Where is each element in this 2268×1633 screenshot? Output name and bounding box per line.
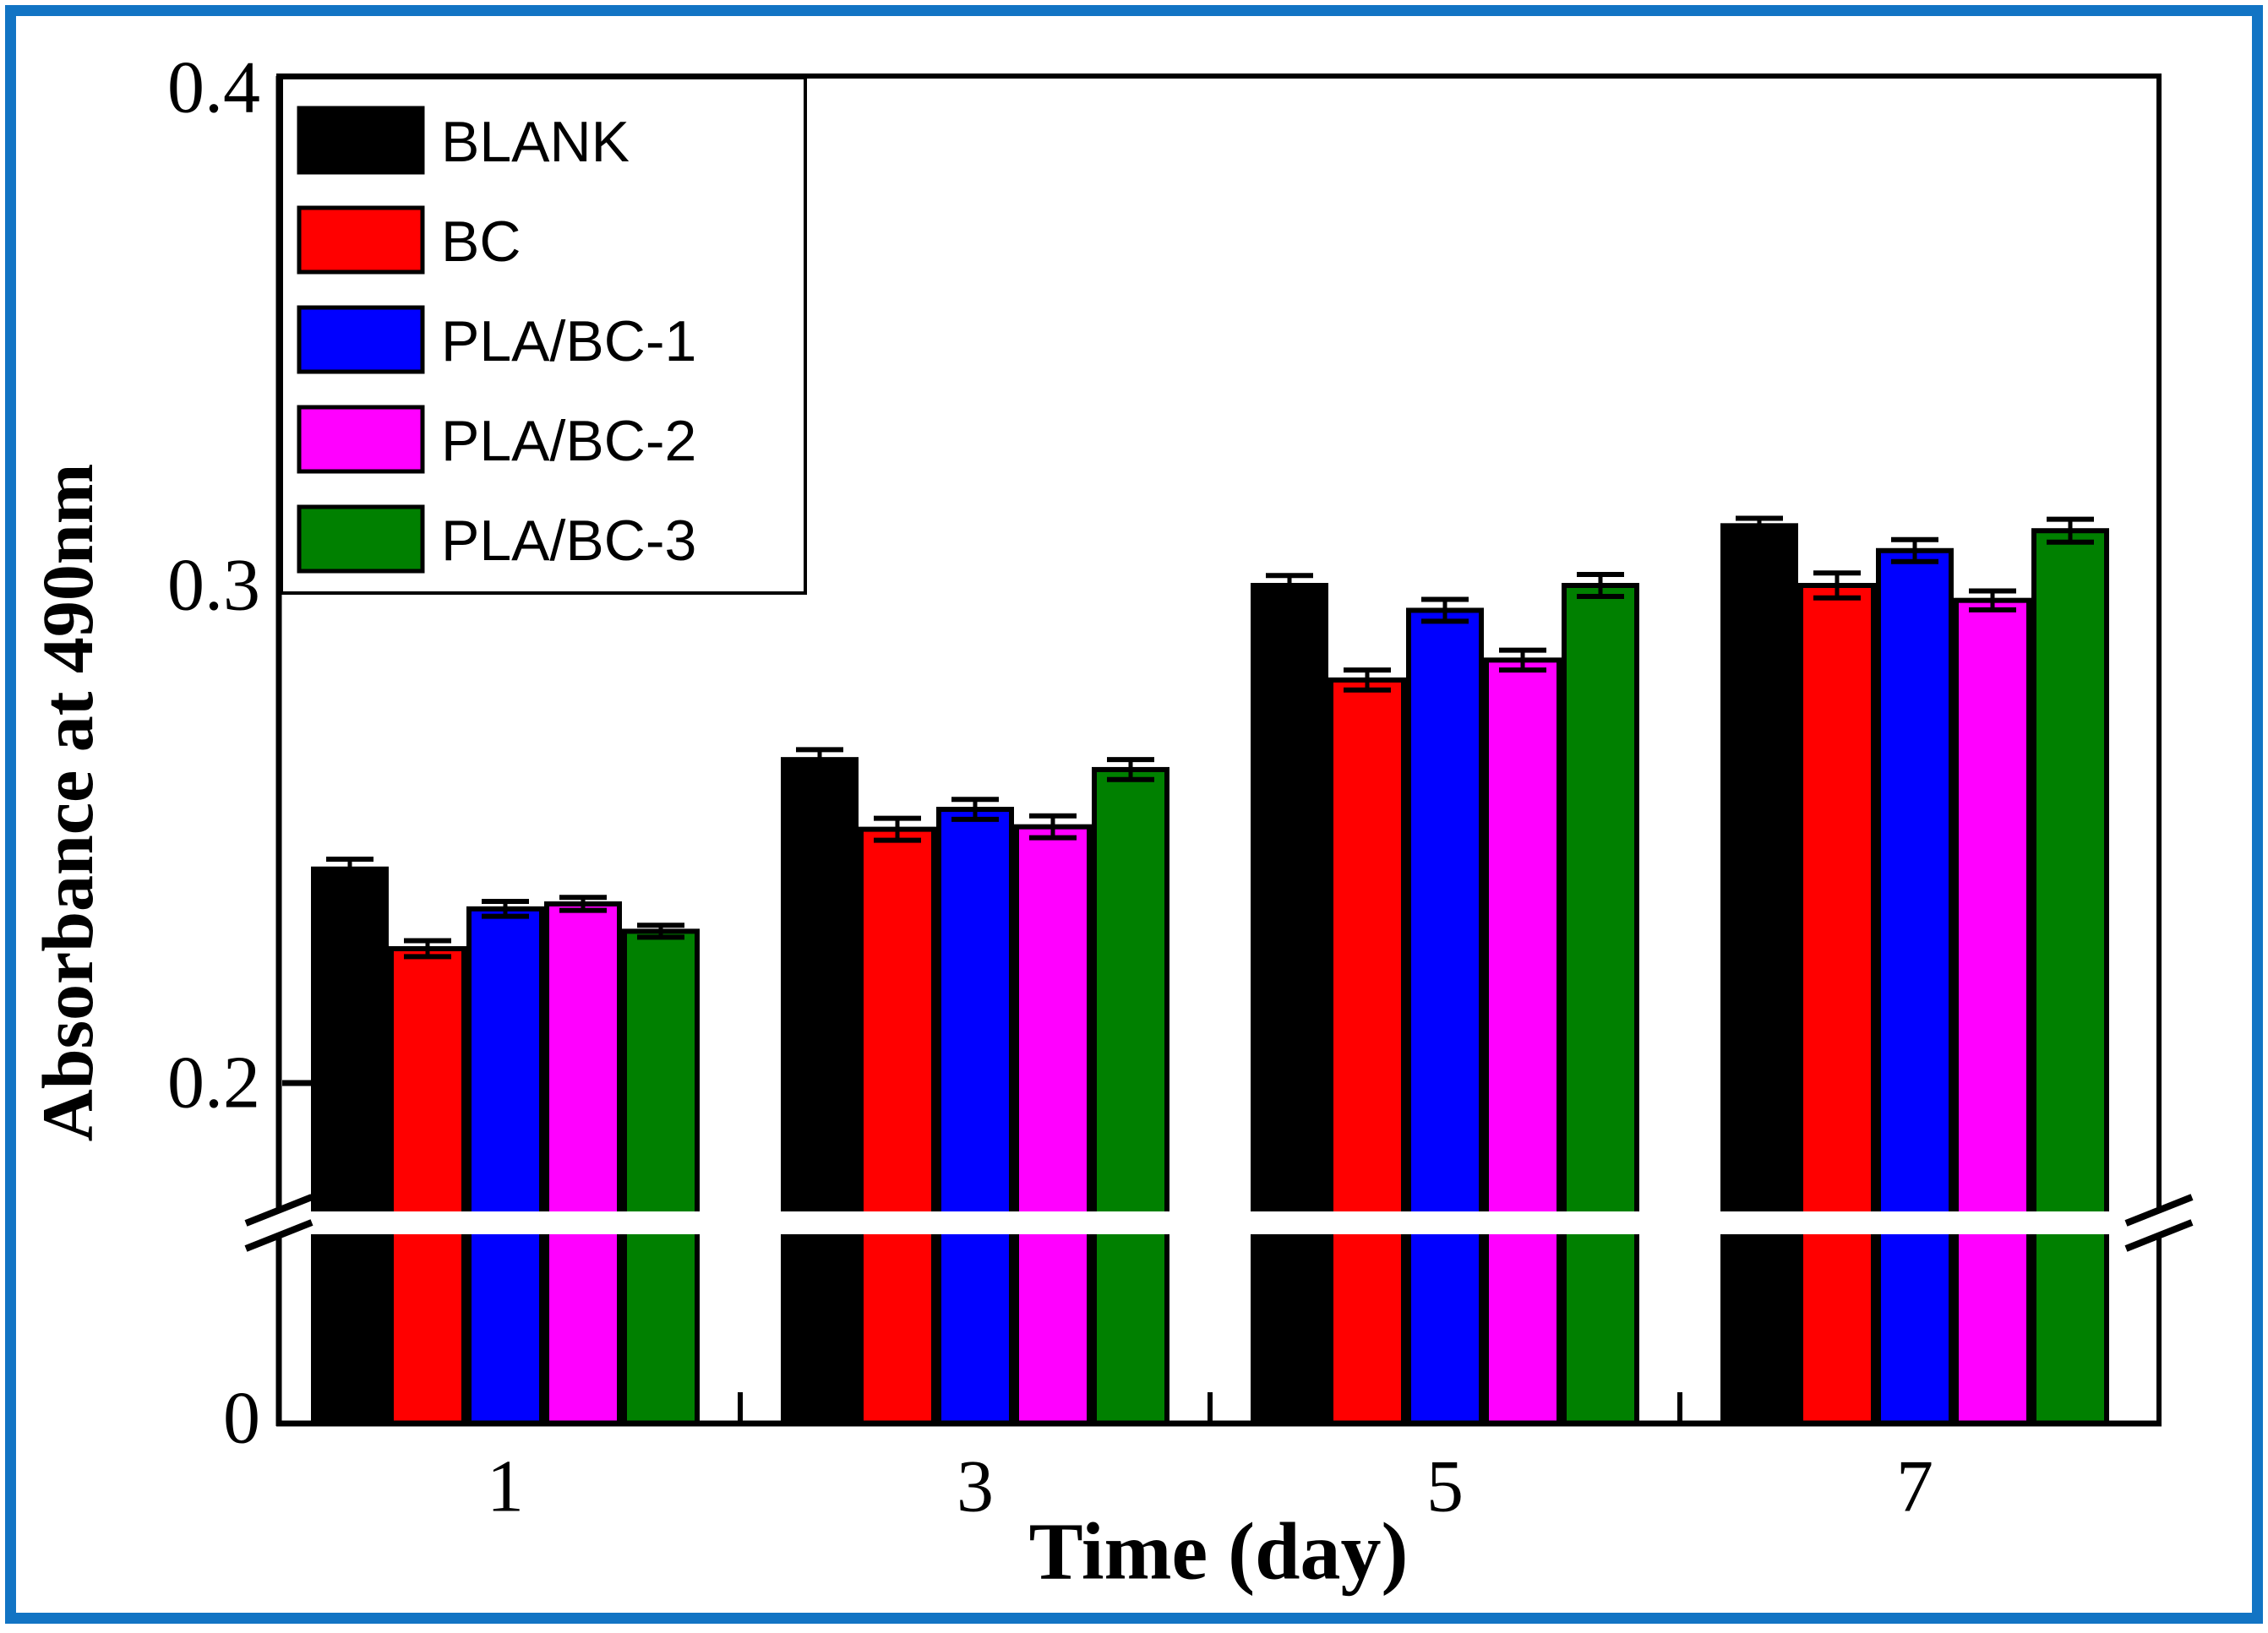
axis-break-slash-left-lower	[244, 1219, 313, 1252]
axis-break-slash-right-lower	[2124, 1219, 2194, 1252]
figure-border	[5, 5, 2263, 1624]
y-tick-label-0: 0.4	[167, 47, 260, 129]
legend-swatch-pla-bc-2	[297, 405, 425, 474]
bar-pla-bc-1-day3	[936, 807, 1014, 1426]
bar-pla-bc-3-day5	[1562, 583, 1639, 1426]
bar-pla-bc-3-day7	[2031, 528, 2109, 1427]
legend-label-pla-bc-2: PLA/BC-2	[441, 409, 696, 473]
bar-blank-day1	[311, 866, 389, 1426]
bar-pla-bc-1-day5	[1406, 607, 1484, 1426]
bar-pla-bc-2-day3	[1014, 824, 1092, 1426]
y-tick-label-2: 0.2	[167, 1042, 260, 1124]
legend-label-blank: BLANK	[441, 110, 630, 174]
axis-break-band	[266, 1211, 2169, 1234]
bar-blank-day3	[781, 757, 859, 1426]
bar-pla-bc-3-day3	[1092, 766, 1169, 1426]
x-tick-label-3: 7	[1896, 1446, 1933, 1528]
bar-pla-bc-2-day7	[1954, 597, 2031, 1426]
bar-pla-bc-3-day1	[622, 928, 700, 1426]
x-tick-label-1: 3	[957, 1446, 994, 1528]
y-axis-title: Absorbance at 490nm	[27, 464, 108, 1142]
legend-swatch-pla-bc-3	[297, 504, 425, 574]
bar-blank-day5	[1251, 583, 1328, 1426]
bar-blank-day7	[1720, 523, 1798, 1427]
axis-break-slash-left-upper	[244, 1194, 313, 1227]
axis-break-slash-right-upper	[2124, 1194, 2194, 1227]
bar-pla-bc-2-day1	[544, 901, 622, 1426]
bar-bc-day3	[859, 826, 936, 1426]
bar-bc-day7	[1798, 583, 1876, 1426]
legend-swatch-blank	[297, 106, 425, 175]
bar-pla-bc-2-day5	[1484, 657, 1562, 1426]
bar-bc-day5	[1328, 677, 1406, 1426]
legend-swatch-pla-bc-1	[297, 305, 425, 374]
legend-swatch-bc	[297, 205, 425, 275]
y-tick-label-3: 0	[223, 1378, 260, 1460]
bar-pla-bc-1-day1	[466, 906, 544, 1426]
legend-label-pla-bc-1: PLA/BC-1	[441, 309, 696, 373]
x-tick-label-0: 1	[487, 1446, 524, 1528]
x-tick-label-2: 5	[1426, 1446, 1464, 1528]
y-tick-label-1: 0.3	[167, 545, 260, 627]
legend-label-pla-bc-3: PLA/BC-3	[441, 509, 696, 573]
legend-label-bc: BC	[441, 210, 521, 274]
x-axis-title: Time (day)	[1029, 1506, 1409, 1597]
bar-bc-day1	[389, 945, 466, 1426]
bar-pla-bc-1-day7	[1876, 547, 1954, 1426]
